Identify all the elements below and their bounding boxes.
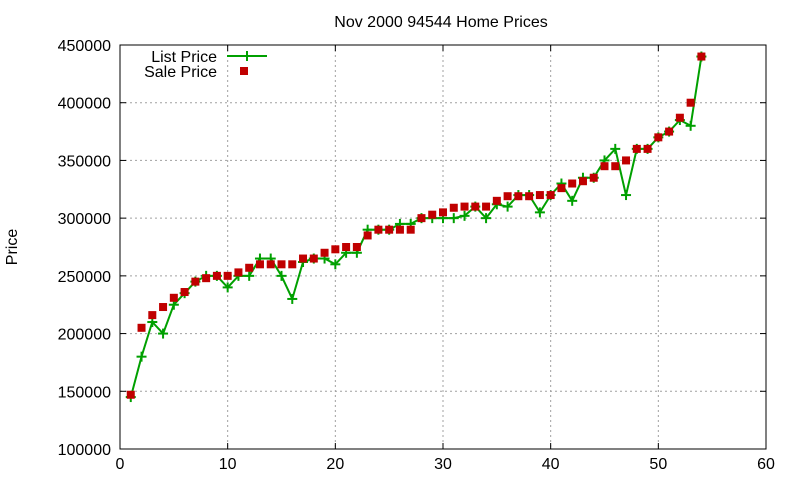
legend: List Price Sale Price <box>144 49 267 81</box>
sale-price-point <box>514 192 523 201</box>
chart-title: Nov 2000 94544 Home Prices <box>334 14 547 31</box>
x-tick-label: 50 <box>649 456 667 473</box>
sale-price-point <box>654 133 663 142</box>
sale-price-point <box>169 293 178 302</box>
sale-price-point <box>309 254 318 263</box>
sale-price-point <box>255 260 264 269</box>
sale-price-point <box>503 192 512 201</box>
sale-price-point <box>611 162 620 171</box>
list-price-point <box>158 328 169 339</box>
legend-marker-list-price <box>242 51 252 61</box>
sale-price-point <box>632 144 641 153</box>
list-price-point <box>685 120 696 131</box>
series-layer <box>125 51 707 403</box>
x-tick-label: 60 <box>757 456 775 473</box>
y-tick-label: 300000 <box>58 211 111 228</box>
sale-price-point <box>686 98 695 107</box>
y-axis-label: Price <box>4 229 21 266</box>
list-price-point <box>222 282 233 293</box>
legend-marker-sale-price <box>240 67 248 75</box>
sale-price-point <box>600 162 609 171</box>
list-price-point <box>534 207 545 218</box>
list-price-point <box>276 270 287 281</box>
list-price-point <box>448 213 459 224</box>
sale-price-point <box>266 260 275 269</box>
sale-price-point <box>299 254 308 263</box>
sale-price-point <box>428 210 437 219</box>
x-tick-label: 40 <box>542 456 560 473</box>
sale-price-point <box>159 303 168 312</box>
list-price-point <box>244 270 255 281</box>
sale-price-point <box>234 268 243 277</box>
sale-price-point <box>385 225 394 234</box>
sale-price-point <box>363 231 372 240</box>
list-price-point <box>567 195 578 206</box>
sale-price-point <box>342 243 351 251</box>
sale-price-point <box>578 177 587 186</box>
legend-label-list-price: List Price <box>151 49 217 66</box>
y-tick-label: 200000 <box>58 327 111 344</box>
sale-price-point <box>406 225 415 234</box>
list-price-point <box>502 201 513 212</box>
sale-price-point <box>643 144 652 153</box>
sale-price-point <box>126 390 135 399</box>
sale-price-point <box>675 113 684 122</box>
sale-price-point <box>492 196 501 205</box>
legend-plus-glyph <box>242 51 252 61</box>
list-price-point <box>459 210 470 221</box>
sale-price-point <box>546 191 555 200</box>
legend-label-sale-price: Sale Price <box>144 64 217 81</box>
y-tick-label: 150000 <box>58 384 111 401</box>
series-line-list-price <box>129 56 703 398</box>
x-tick-label: 10 <box>219 456 237 473</box>
sale-price-point <box>525 192 534 201</box>
list-price-point <box>136 351 147 362</box>
sale-price-point <box>180 288 189 297</box>
sale-price-point <box>202 274 211 283</box>
sale-price-point <box>460 202 469 211</box>
sale-price-point <box>471 202 480 211</box>
sale-price-point <box>374 225 383 234</box>
y-tick-label: 100000 <box>58 442 111 459</box>
x-tick-label: 30 <box>434 456 452 473</box>
x-tick-label: 0 <box>116 456 125 473</box>
sale-price-point <box>191 277 200 286</box>
sale-price-point <box>557 184 566 193</box>
y-tick-label: 250000 <box>58 269 111 286</box>
sale-price-point <box>148 311 157 320</box>
list-price-point <box>287 293 298 304</box>
sale-price-point <box>482 202 491 211</box>
x-tick-label: 20 <box>326 456 344 473</box>
list-price-point <box>610 143 621 154</box>
sale-price-point <box>212 271 221 280</box>
sale-price-point <box>277 260 286 269</box>
sale-price-point <box>137 323 146 332</box>
sale-price-point <box>245 263 254 272</box>
y-tick-label: 400000 <box>58 96 111 113</box>
list-price-point <box>330 259 341 270</box>
y-tick-label: 350000 <box>58 153 111 170</box>
sale-price-point <box>622 156 631 165</box>
x-axis: 0 10 20 30 40 50 60 <box>116 45 775 473</box>
sale-price-point <box>697 52 706 61</box>
sale-price-point <box>449 203 458 212</box>
sale-price-point <box>535 191 544 200</box>
sale-price-point <box>665 127 674 136</box>
sale-price-point <box>417 214 426 223</box>
sale-price-point <box>568 179 577 188</box>
sale-price-point <box>331 245 340 254</box>
sale-price-point <box>320 248 329 257</box>
sale-price-point <box>589 173 598 182</box>
sale-price-point <box>352 243 361 251</box>
grid <box>120 45 766 449</box>
sale-price-point <box>439 208 447 217</box>
y-axis: 100000 150000 200000 250000 300000 350000 4000… <box>58 38 766 459</box>
list-price-point <box>621 190 632 201</box>
sale-price-point <box>395 225 404 234</box>
sale-price-point <box>288 260 297 269</box>
y-tick-label: 450000 <box>58 38 111 55</box>
list-price-point <box>481 213 492 224</box>
sale-price-point <box>223 271 232 280</box>
